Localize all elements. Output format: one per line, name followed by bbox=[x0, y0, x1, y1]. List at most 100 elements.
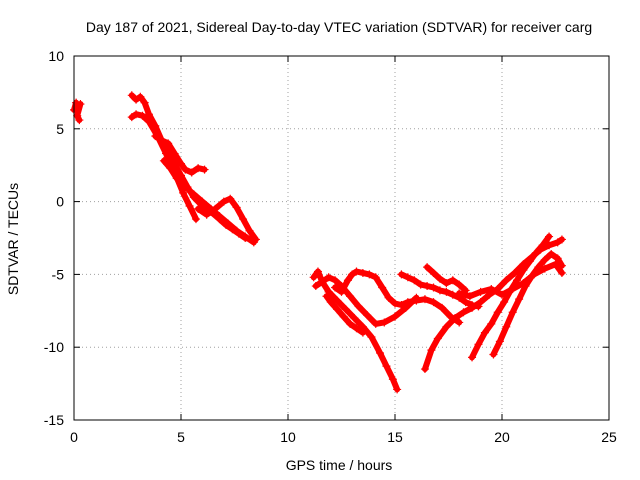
data-point bbox=[232, 203, 241, 212]
data-point bbox=[367, 333, 376, 342]
data-point bbox=[371, 273, 380, 282]
data-point bbox=[487, 319, 496, 328]
data-point bbox=[412, 296, 421, 305]
series-arc-12 bbox=[423, 263, 470, 295]
data-point bbox=[191, 215, 200, 224]
data-point bbox=[487, 284, 496, 293]
data-point bbox=[164, 139, 173, 148]
series-arc-6 bbox=[194, 194, 260, 244]
data-point bbox=[232, 226, 241, 235]
data-point bbox=[442, 279, 451, 288]
series-line-arc-5 bbox=[160, 157, 257, 246]
data-point bbox=[245, 226, 254, 235]
data-point bbox=[410, 276, 419, 285]
data-point bbox=[450, 314, 459, 323]
data-point bbox=[187, 168, 196, 177]
data-point bbox=[393, 385, 402, 394]
data-series-group bbox=[70, 91, 566, 394]
data-point bbox=[540, 264, 549, 273]
data-point bbox=[429, 268, 438, 277]
data-point bbox=[530, 270, 539, 279]
series-line-arc-3 bbox=[128, 111, 199, 223]
plot-frame bbox=[73, 55, 610, 421]
data-point bbox=[181, 183, 190, 192]
data-point bbox=[157, 136, 166, 145]
x-axis-label: GPS time / hours bbox=[286, 457, 393, 473]
data-point bbox=[540, 255, 549, 264]
data-point bbox=[185, 201, 194, 210]
data-point bbox=[348, 270, 357, 279]
data-point bbox=[553, 238, 562, 247]
data-point bbox=[159, 156, 168, 165]
data-point bbox=[72, 98, 81, 107]
grid-lines bbox=[74, 56, 609, 420]
data-point bbox=[354, 302, 363, 311]
data-point bbox=[442, 322, 451, 331]
data-point bbox=[224, 219, 233, 228]
data-point bbox=[515, 295, 524, 304]
data-point bbox=[397, 300, 406, 309]
data-point bbox=[498, 290, 506, 299]
data-point bbox=[448, 276, 457, 285]
data-point bbox=[309, 273, 318, 282]
data-point bbox=[429, 283, 438, 292]
data-point bbox=[179, 188, 188, 197]
data-point bbox=[557, 235, 566, 244]
data-point bbox=[318, 277, 327, 286]
data-point bbox=[202, 210, 211, 219]
data-point bbox=[468, 303, 477, 312]
data-point bbox=[512, 276, 521, 285]
y-tick-label: -15 bbox=[44, 412, 64, 428]
data-point bbox=[162, 149, 171, 158]
data-point bbox=[502, 322, 511, 331]
data-point bbox=[194, 164, 203, 173]
data-point bbox=[455, 289, 464, 298]
data-point bbox=[132, 110, 141, 119]
data-point bbox=[551, 260, 560, 269]
data-point bbox=[343, 276, 352, 285]
data-point bbox=[420, 295, 429, 304]
data-point bbox=[459, 308, 468, 317]
data-point bbox=[476, 298, 485, 307]
data-point bbox=[397, 270, 406, 279]
data-point bbox=[200, 165, 209, 174]
data-point bbox=[339, 312, 348, 321]
data-point bbox=[326, 298, 335, 307]
data-point bbox=[144, 110, 153, 119]
data-point bbox=[382, 362, 391, 371]
data-point bbox=[127, 91, 136, 100]
data-point bbox=[76, 100, 85, 109]
data-point bbox=[365, 270, 374, 279]
data-point bbox=[538, 241, 547, 250]
series-arc-1 bbox=[70, 98, 85, 125]
data-point bbox=[502, 276, 511, 285]
data-point bbox=[341, 305, 350, 314]
data-point bbox=[371, 319, 380, 328]
data-point bbox=[346, 292, 355, 301]
data-point bbox=[194, 204, 203, 213]
x-tick-label: 20 bbox=[494, 429, 510, 445]
y-axis-label: SDTVAR / TECUs bbox=[5, 183, 21, 295]
series-arc-16 bbox=[455, 260, 566, 301]
data-point bbox=[384, 293, 393, 302]
data-point bbox=[239, 215, 248, 224]
data-point bbox=[181, 165, 190, 174]
series-arc-10 bbox=[322, 292, 367, 337]
data-point bbox=[337, 287, 346, 296]
data-point bbox=[427, 346, 436, 355]
x-tick-labels: 0 5 10 15 20 25 bbox=[70, 429, 617, 445]
data-point bbox=[211, 204, 220, 213]
axis-ticks bbox=[73, 55, 610, 421]
data-point bbox=[423, 282, 432, 291]
data-point bbox=[127, 113, 136, 122]
data-point bbox=[333, 305, 342, 314]
data-point bbox=[510, 268, 519, 277]
series-arc-4 bbox=[151, 132, 209, 177]
data-point bbox=[435, 286, 444, 295]
data-point bbox=[476, 287, 485, 296]
data-point bbox=[251, 235, 260, 244]
data-point bbox=[495, 337, 504, 346]
data-point bbox=[465, 292, 474, 301]
series-arc-8 bbox=[311, 273, 421, 328]
